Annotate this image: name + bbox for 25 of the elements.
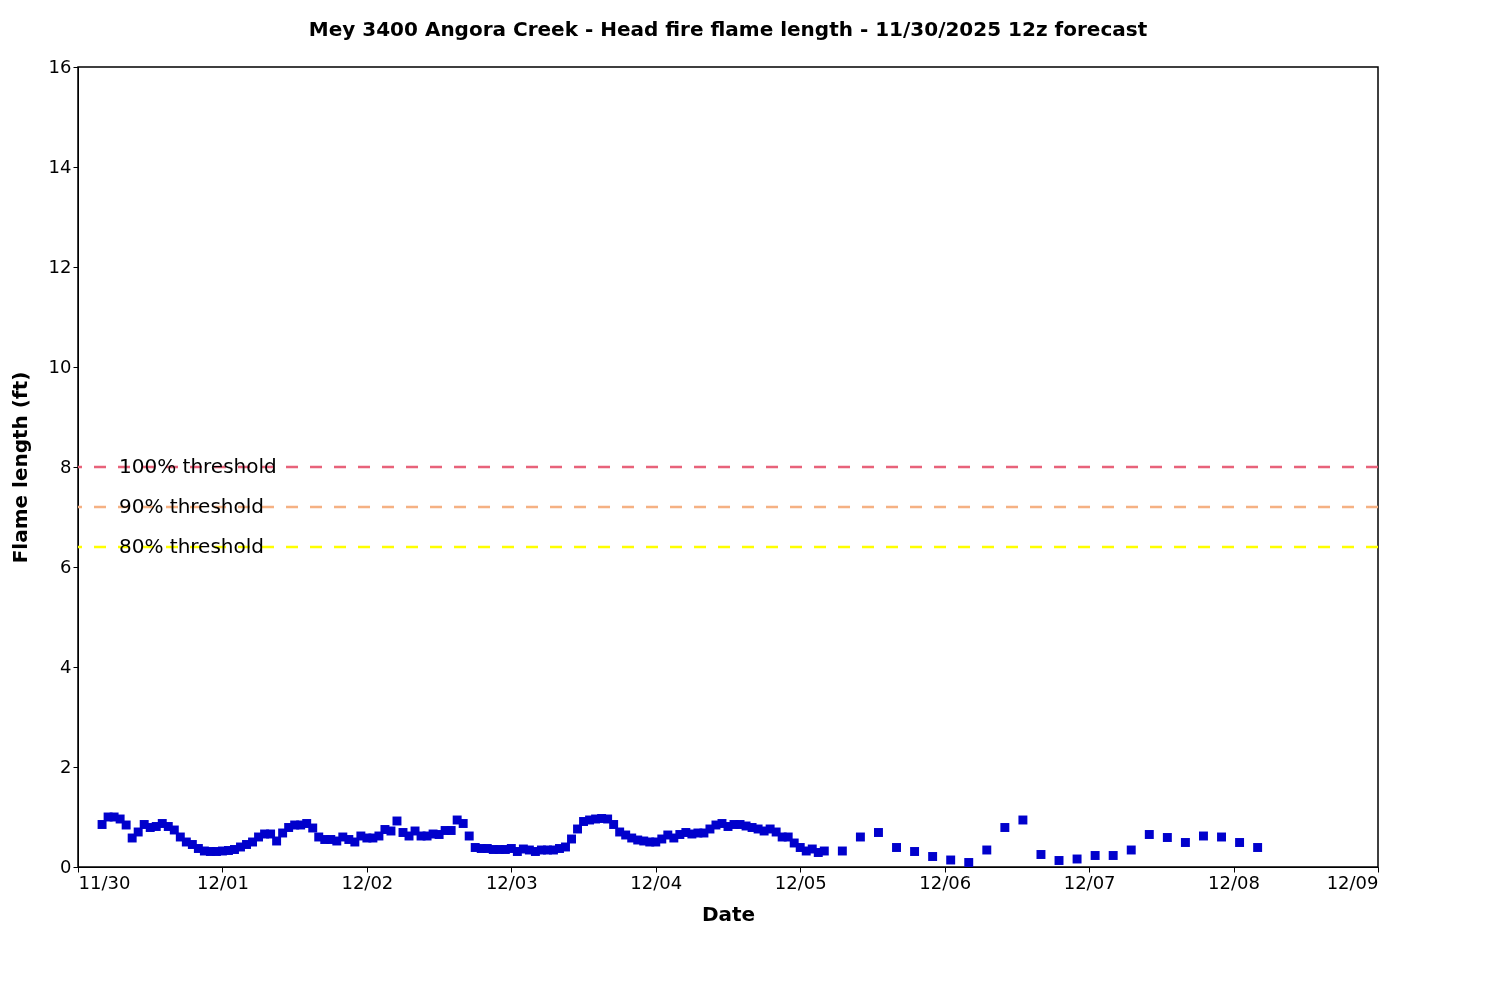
x-tick-label: 12/01 bbox=[197, 871, 249, 893]
x-tick-label: 11/30 bbox=[78, 871, 131, 893]
x-tick-label: 12/03 bbox=[485, 871, 538, 893]
x-tick-label: 12/06 bbox=[919, 871, 972, 893]
y-tick-label: 8 bbox=[60, 455, 72, 477]
x-tick-label: 12/09 bbox=[1326, 871, 1379, 893]
x-axis-title: Date bbox=[701, 901, 756, 926]
y-tick-label: 10 bbox=[48, 355, 72, 377]
x-tick-label: 12/07 bbox=[1063, 871, 1116, 893]
x-tick-label: 12/02 bbox=[341, 871, 394, 893]
y-tick-label: 4 bbox=[60, 655, 72, 677]
x-tick-label: 12/04 bbox=[630, 871, 683, 893]
chart-title: Mey 3400 Angora Creek - Head fire flame length - 11/30/2025 12z forecast bbox=[308, 17, 1148, 41]
y-tick-label: 12 bbox=[48, 255, 72, 277]
y-tick-label: 0 bbox=[60, 855, 72, 877]
y-axis-title: Flame length (ft) bbox=[7, 371, 32, 564]
ref-line-label: 90% threshold bbox=[119, 494, 264, 518]
y-tick-label: 14 bbox=[48, 155, 72, 177]
ref-line-label: 80% threshold bbox=[119, 534, 264, 558]
x-tick-label: 12/05 bbox=[774, 871, 827, 893]
y-tick-label: 2 bbox=[60, 755, 72, 777]
y-tick-label: 16 bbox=[48, 55, 72, 77]
ref-line-label: 100% threshold bbox=[119, 454, 277, 478]
x-tick-label: 12/08 bbox=[1208, 871, 1260, 893]
y-tick-label: 6 bbox=[60, 555, 72, 577]
